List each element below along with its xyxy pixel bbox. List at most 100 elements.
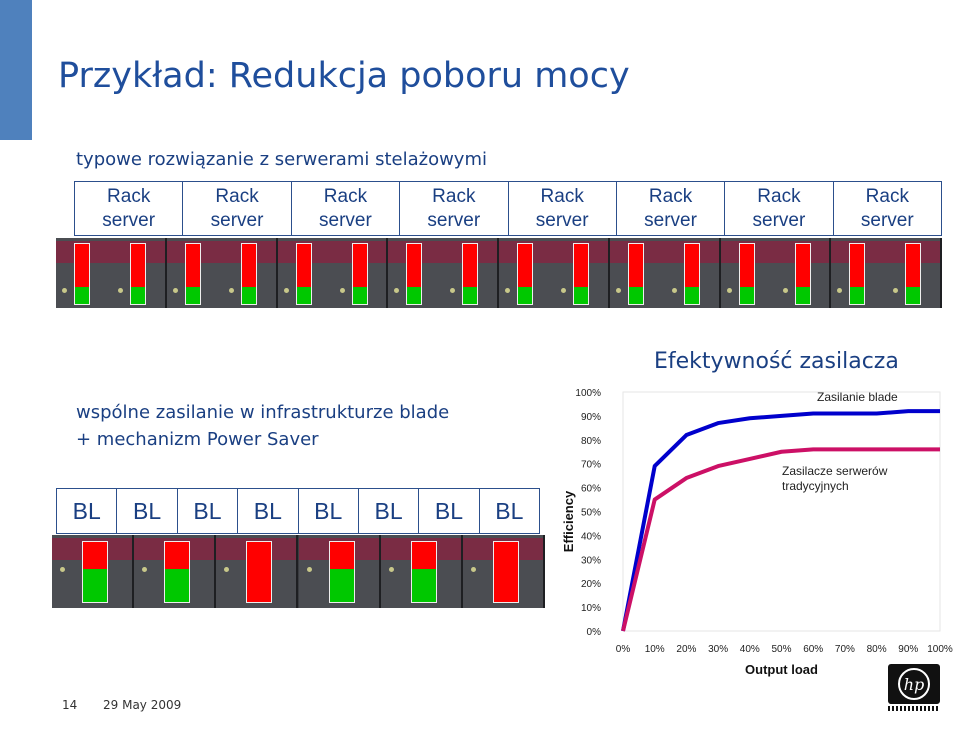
status-led [306,567,312,572]
status-led [561,288,566,293]
rack-server-label-table: Rack server Rack server Rack server Rack server… [74,181,942,236]
blade-power-supply-unit [380,535,463,608]
rack-server-bezel [277,241,387,263]
rack-server-unit [609,238,721,308]
power-used-fill [407,244,422,288]
rack-server-unit [388,238,499,308]
power-meter [295,243,312,305]
y-tick-label: 90% [581,412,601,423]
rack-server-unit [499,238,610,308]
x-tick-label: 90% [898,644,918,655]
power-free-fill [131,287,145,304]
x-tick-label: 0% [616,644,631,655]
rack-server-label-line: Rack [323,185,368,207]
power-free-fill [684,287,699,304]
rack-server-unit [720,238,832,308]
power-used-fill [850,244,865,288]
status-led [339,288,345,293]
status-led [118,288,123,293]
y-tick-label: 60% [581,484,601,495]
status-led [893,288,899,293]
blade-label: BL [495,497,524,524]
footer-date: 29 May 2009 [103,698,182,712]
rack-server-label: Rack server [75,182,184,235]
blade-power-supply-unit [216,535,299,608]
power-free-fill [628,287,643,304]
power-used-fill [329,542,354,569]
rack-server-unit [831,238,942,308]
status-led [388,567,394,572]
status-led [505,288,510,293]
power-free-fill [75,287,89,304]
x-tick-label: 100% [927,644,953,655]
power-used-fill [247,542,272,602]
rack-server-bezel [720,241,830,263]
status-led [224,567,230,572]
power-used-fill [352,244,367,288]
accent-bar [0,0,32,140]
power-free-fill [518,287,532,304]
status-led [60,567,65,572]
power-meter [794,243,811,305]
y-tick-label: 50% [581,508,601,519]
x-axis-label: Output load [745,662,818,677]
status-led [62,288,67,293]
power-meter [627,243,644,305]
rack-server-label-line: Rack [215,185,259,207]
y-axis-label: Efficiency [561,490,576,552]
rack-server-label: Rack server [292,182,401,235]
power-free-fill [906,287,921,304]
x-tick-label: 40% [740,644,760,655]
rack-server-label-line: server [427,209,481,231]
power-meter [573,243,589,305]
power-used-fill [574,244,588,288]
blade-power-supply-unit [134,535,217,608]
status-led [142,567,148,572]
power-meter [492,541,519,603]
footer-page-number: 14 [62,698,78,712]
y-tick-label: 80% [581,436,601,447]
rack-server-label-line: server [210,209,264,231]
efficiency-chart: 0% 10% 20% 30% 40% 50% 60% 70% 80% 90% 100% 0% 10% 20… [561,388,953,677]
blade-power-supply-unit [52,535,135,608]
blade-power-supply-unit [298,535,381,608]
rack-server-label: Rack server [509,182,617,235]
status-led [671,288,677,293]
status-led [283,288,289,293]
blade-label-table: BL BL BL BL BL BL BL BL [56,488,540,534]
status-led [615,288,621,293]
rack-server-bezel [56,241,165,263]
rack-server-label: Rack server [617,182,726,235]
power-meter [410,541,437,603]
rack-server-bezel [388,241,497,263]
rack-server-label-line: Rack [540,185,584,207]
power-meter [406,243,423,305]
hp-logo-tagline [888,706,940,711]
rack-server-image-strip [56,238,942,308]
rack-server-unit [56,238,167,308]
power-meter [683,243,700,305]
power-used-fill [493,542,518,602]
rack-server-unit [166,238,278,308]
x-tick-label: 30% [708,644,728,655]
power-meter [738,243,755,305]
rack-server-label: Rack server [400,182,509,235]
power-meter [462,243,479,305]
legend-traditional-line1: Zasilacze serwerów [782,464,888,478]
power-meter [905,243,922,305]
x-tick-label: 20% [676,644,696,655]
power-free-fill [165,569,190,602]
blade-heading: wspólne zasilanie w infrastrukturze blad… [76,399,449,453]
power-used-fill [296,244,311,288]
power-free-fill [296,287,311,304]
rack-server-label-line: Rack [648,185,693,207]
blade-enclosure-image-strip [52,535,545,608]
power-used-fill [628,244,643,288]
status-led [228,288,234,293]
blade-label: BL [178,489,239,533]
legend-blade: Zasilanie blade [817,390,898,404]
hp-logo-icon: hp [888,664,940,704]
power-meter [240,243,257,305]
power-free-fill [411,569,436,602]
power-used-fill [463,244,478,288]
